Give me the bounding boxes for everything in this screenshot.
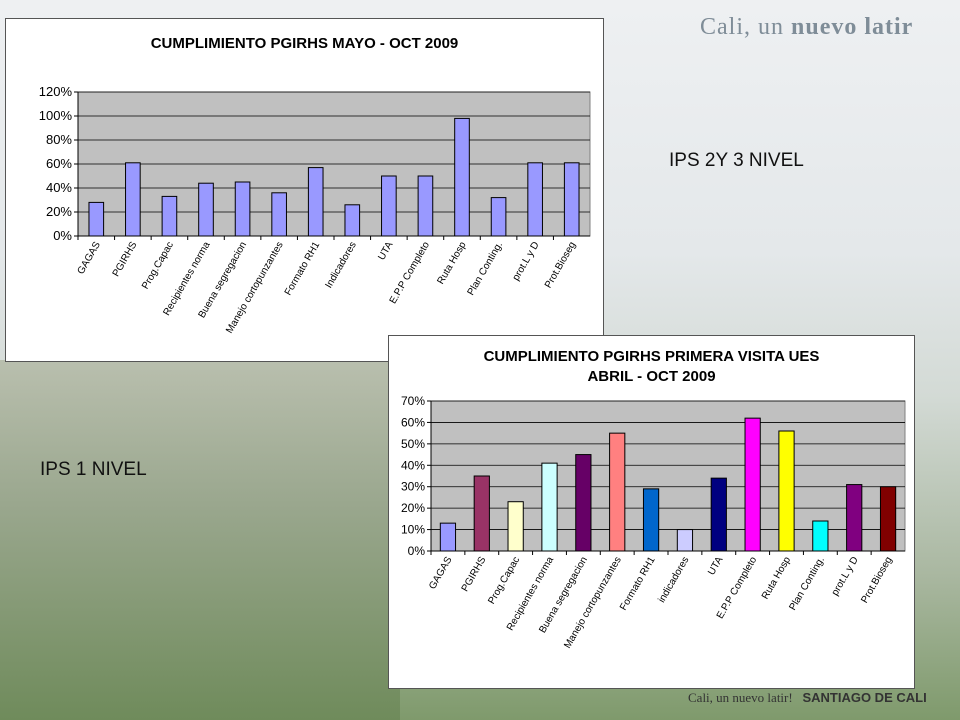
x-tick-label: Prog.Capac [140, 240, 176, 291]
bar [744, 417, 761, 552]
x-tick-label: Ruta Hosp [760, 555, 793, 602]
y-tick-label: 30% [401, 480, 425, 494]
bar [575, 454, 592, 552]
y-tick-label: 40% [46, 180, 72, 195]
bar [527, 162, 543, 237]
bar [198, 182, 214, 237]
y-tick-label: 0% [53, 228, 72, 243]
bar [778, 430, 795, 552]
chart-1-container: CUMPLIMIENTO PGIRHS MAYO - OCT 2009 0% 20… [5, 18, 604, 362]
x-tick-label: Prot.Bioseg [543, 240, 578, 290]
bar [454, 117, 470, 237]
y-tick-label: 60% [401, 415, 425, 429]
x-tick-label: Formato RH1 [283, 240, 323, 298]
chart-1-svg: 0% 20% 40% 60% 80% 100% 120% GAGAS PGIRHS Prog.Ca… [39, 84, 591, 336]
x-tick-label: Indicadores [324, 240, 359, 290]
label-ips-1-nivel: IPS 1 NIVEL [40, 459, 147, 480]
x-tick-label: Ruta Hosp [435, 240, 468, 287]
y-tick-label: 120% [39, 84, 73, 99]
y-tick-label: 80% [46, 132, 72, 147]
bar [439, 522, 457, 552]
city-hillside-photo [0, 360, 400, 720]
brand-bottom-text-1: Cali, un nuevo latir! [688, 690, 793, 705]
bar [161, 195, 178, 237]
bar [307, 167, 324, 237]
chart-2-svg: 0% 10% 20% 30% 40% 50% 60% 70% GAGAS PGIRHSProg.C… [401, 394, 906, 651]
bar [676, 529, 694, 552]
bar [417, 175, 434, 237]
bar [710, 477, 727, 552]
x-tick-label: prot.L y D [830, 555, 861, 598]
chart-2-container: CUMPLIMIENTO PGIRHS PRIMERA VISITA UES A… [388, 335, 915, 689]
bar [473, 475, 490, 552]
y-tick-label: 20% [46, 204, 72, 219]
bar [812, 520, 829, 552]
bar [642, 488, 660, 552]
x-tick-label: Prot.Bioseg [859, 555, 894, 605]
y-tick-label: 40% [401, 458, 425, 472]
bar [490, 197, 507, 237]
x-tick-label: Prog.Capac [486, 555, 522, 606]
bar [344, 204, 361, 237]
x-tick-label: PGIRHS [111, 240, 140, 279]
x-tick-label: indicadores [656, 555, 691, 605]
y-tick-label: 100% [39, 108, 73, 123]
chart-1-title: CUMPLIMIENTO PGIRHS MAYO - OCT 2009 [150, 35, 459, 52]
chart-2-title: CUMPLIMIENTO PGIRHS PRIMERA VISITA UES [483, 348, 820, 365]
y-tick-label: 10% [401, 523, 425, 537]
bar [541, 462, 558, 552]
bar [609, 432, 626, 552]
x-tick-label: E.P.P Completo [388, 240, 433, 306]
bar [879, 486, 897, 552]
x-tick-label: UTA [706, 555, 725, 577]
brand-top-text-1: Cali, un [700, 14, 791, 40]
x-tick-label: Formato RH1 [618, 555, 658, 613]
bar [846, 484, 863, 552]
plot-area [430, 400, 906, 552]
brand-logo-bottom: Cali, un nuevo latir! SANTIAGO DE CALI [688, 690, 960, 714]
bar [271, 192, 287, 237]
y-tick-label: 50% [401, 437, 425, 451]
x-tick-label: Plan Conting. [787, 555, 827, 613]
bar [88, 201, 105, 237]
x-tick-label: UTA [376, 240, 395, 262]
brand-logo-top: Cali, un nuevo latir [700, 14, 960, 44]
x-tick-label: prot.L y D [511, 240, 542, 283]
x-tick-label: Plan Conting. [466, 240, 506, 298]
label-ips-2-3-nivel: IPS 2Y 3 NIVEL [669, 150, 804, 171]
brand-top-text-2: nuevo latir [791, 14, 914, 40]
y-tick-label: 0% [408, 544, 426, 558]
x-tick-label: GAGAS [427, 555, 454, 592]
bar [563, 162, 580, 237]
y-tick-label: 20% [401, 501, 425, 515]
brand-bottom-text-2: SANTIAGO DE CALI [802, 690, 927, 705]
bar [507, 501, 524, 552]
chart-2-subtitle: ABRIL - OCT 2009 [587, 368, 716, 385]
x-tick-label: PGIRHS [460, 555, 489, 594]
y-tick-label: 60% [46, 156, 72, 171]
y-tick-label: 70% [401, 394, 425, 408]
bar [125, 162, 141, 237]
bar [234, 181, 251, 237]
bar [381, 175, 397, 237]
x-tick-label: GAGAS [76, 240, 103, 277]
